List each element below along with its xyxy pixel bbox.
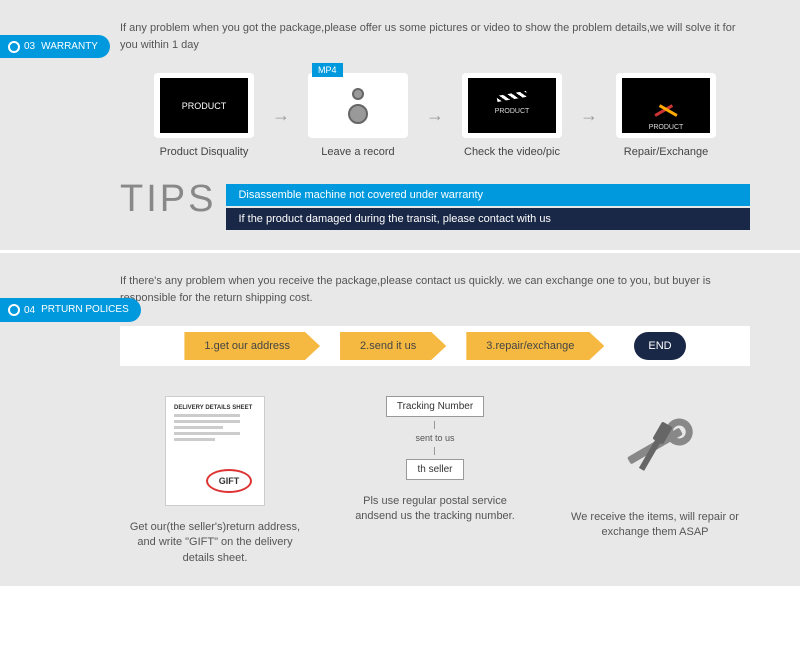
tip-bar-2: If the product damaged during the transi… <box>226 208 750 230</box>
step-3: 3.repair/exchange <box>466 332 604 360</box>
warranty-tag: 03 WARRANTY <box>0 35 110 58</box>
flow-item-check: PRODUCT Check the video/pic <box>452 73 572 158</box>
flow-item-record: MP4 Leave a record <box>298 73 418 158</box>
return-text: We receive the items, will repair or exc… <box>565 510 745 541</box>
speaker-icon <box>352 88 364 100</box>
flow-item-repair: PRODUCT Repair/Exchange <box>606 73 726 158</box>
warranty-section: 03 WARRANTY If any problem when you got … <box>0 0 800 253</box>
mp4-badge: MP4 <box>312 63 343 77</box>
sheet-title: DELIVERY DETAILS SHEET <box>174 405 256 411</box>
flow-label: Leave a record <box>321 146 394 158</box>
flow-item-disquality: PRODUCT Product Disquality <box>144 73 264 158</box>
step-2: 2.send it us <box>340 332 446 360</box>
return-item-tools: We receive the items, will repair or exc… <box>565 396 745 566</box>
return-tag: 04 PRTURN POLICES <box>0 298 141 322</box>
tips-row: TIPS Disassemble machine not covered und… <box>120 178 750 230</box>
end-badge: END <box>634 332 685 360</box>
tracking-flow-icon: Tracking Number sent to us th seller <box>386 396 484 480</box>
arrow-icon: → <box>580 105 598 126</box>
tag-label: WARRANTY <box>41 41 98 52</box>
flow-label: Product Disquality <box>160 146 249 158</box>
track-mid: sent to us <box>415 433 454 443</box>
tips-title: TIPS <box>120 178 216 221</box>
tools-large-icon <box>605 396 705 496</box>
product-card: PRODUCT <box>616 73 716 138</box>
track-box-bottom: th seller <box>406 459 463 480</box>
warranty-flow: PRODUCT Product Disquality → MP4 Leave a… <box>120 73 750 158</box>
return-icons-row: DELIVERY DETAILS SHEET GIFT Get our(the … <box>120 396 750 566</box>
delivery-sheet-icon: DELIVERY DETAILS SHEET GIFT <box>165 396 265 506</box>
tag-number: 04 <box>24 305 35 316</box>
return-intro: If there's any problem when you receive … <box>120 273 750 306</box>
tag-number: 03 <box>24 41 35 52</box>
product-inner: PRODUCT <box>622 78 710 133</box>
warranty-intro: If any problem when you got the package,… <box>120 20 750 53</box>
clapboard-icon <box>496 91 527 102</box>
tag-label: PRTURN POLICES <box>41 304 129 316</box>
product-card: PRODUCT <box>154 73 254 138</box>
step-1: 1.get our address <box>184 332 320 360</box>
flow-label: Check the video/pic <box>464 146 560 158</box>
gift-circle: GIFT <box>206 469 252 493</box>
return-text: Get our(the seller's)return address, and… <box>125 520 305 566</box>
speaker-icon <box>348 104 368 124</box>
return-text: Pls use regular postal service andsend u… <box>345 494 525 525</box>
return-steps-row: 1.get our address 2.send it us 3.repair/… <box>120 326 750 366</box>
track-box-top: Tracking Number <box>386 396 484 417</box>
product-inner: PRODUCT <box>468 78 556 133</box>
arrow-icon: → <box>272 105 290 126</box>
arrow-icon: → <box>426 105 444 126</box>
return-item-tracking: Tracking Number sent to us th seller Pls… <box>345 396 525 566</box>
tip-bar-1: Disassemble machine not covered under wa… <box>226 184 750 206</box>
speaker-card: MP4 <box>308 73 408 138</box>
product-card: PRODUCT <box>462 73 562 138</box>
return-item-gift: DELIVERY DETAILS SHEET GIFT Get our(the … <box>125 396 305 566</box>
product-inner: PRODUCT <box>160 78 248 133</box>
flow-label: Repair/Exchange <box>624 146 708 158</box>
return-section: 04 PRTURN POLICES If there's any problem… <box>0 253 800 589</box>
tips-bars: Disassemble machine not covered under wa… <box>226 184 750 230</box>
tools-icon <box>646 91 686 121</box>
